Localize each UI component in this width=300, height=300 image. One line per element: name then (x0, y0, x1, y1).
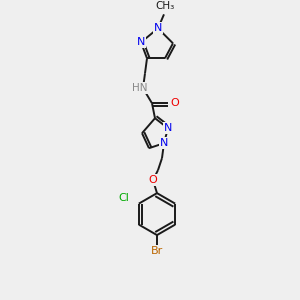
Text: N: N (164, 123, 172, 133)
Text: Cl: Cl (118, 193, 129, 203)
Text: O: O (171, 98, 179, 108)
Text: N: N (137, 37, 145, 47)
Text: O: O (148, 175, 158, 185)
Text: HN: HN (132, 83, 148, 93)
Text: N: N (160, 138, 168, 148)
Text: N: N (154, 23, 162, 33)
Text: Br: Br (151, 246, 163, 256)
Text: CH₃: CH₃ (155, 2, 175, 11)
